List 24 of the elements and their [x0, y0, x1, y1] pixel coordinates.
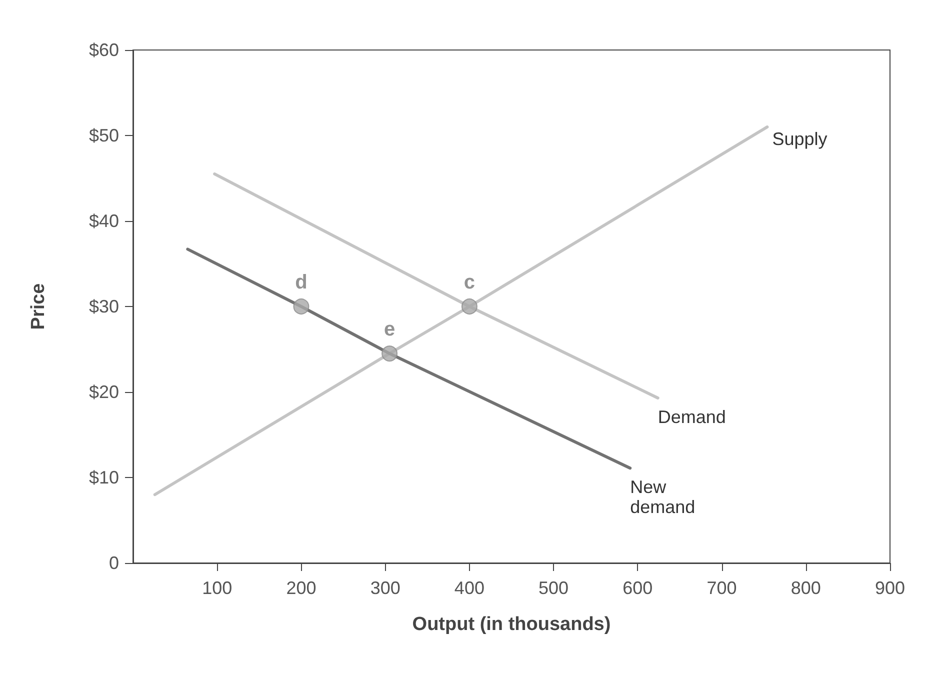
x-tick-label: 700	[706, 578, 737, 598]
y-tick-label: $30	[88, 296, 119, 316]
x-tick-label: 600	[622, 578, 653, 598]
data-label: d	[295, 272, 308, 294]
y-tick-label: 0	[108, 553, 119, 573]
series-label: Supply	[772, 128, 828, 149]
x-tick-label: 100	[202, 578, 232, 598]
y-tick-label: $10	[88, 468, 119, 488]
y-tick-label: $50	[88, 126, 119, 146]
y-tick-label: $20	[88, 382, 119, 402]
series-label: Demand	[658, 406, 726, 427]
x-tick-label: 800	[790, 578, 821, 598]
x-axis-title: Output (in thousands)	[412, 614, 611, 635]
y-tick-label: $60	[88, 40, 119, 60]
x-tick-label: 200	[286, 578, 316, 598]
data-label: c	[464, 272, 476, 294]
x-tick-label: 400	[454, 578, 484, 598]
data-label: e	[384, 318, 396, 341]
y-tick-label: $40	[88, 211, 119, 231]
series-label: New demand	[630, 477, 696, 518]
y-axis-title: Price	[28, 283, 49, 330]
x-tick-label: 300	[370, 578, 400, 598]
x-tick-label: 900	[874, 578, 906, 598]
x-tick-label: 500	[538, 578, 569, 598]
